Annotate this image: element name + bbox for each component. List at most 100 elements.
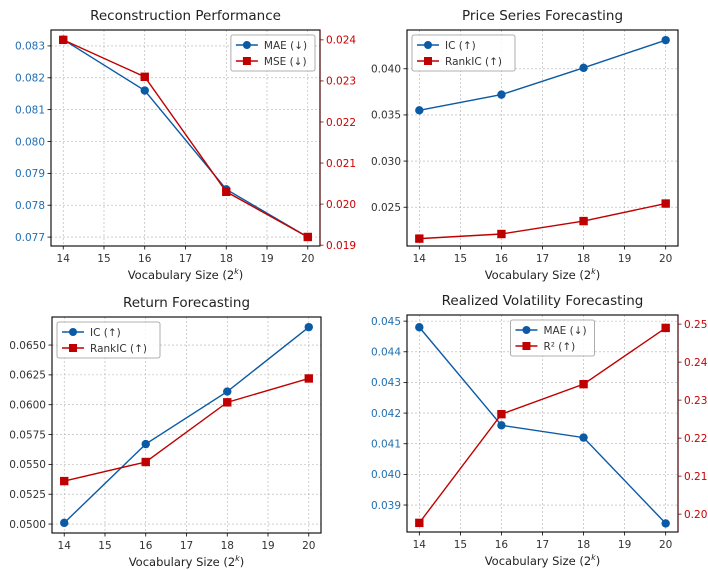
- legend: MAE (↓) R² (↑): [510, 319, 595, 357]
- y-tick-label-left: 0.045: [371, 316, 401, 328]
- series-mse: [59, 35, 312, 242]
- legend-square-marker-icon: [69, 344, 77, 352]
- data-point: [60, 476, 69, 486]
- x-tick-label: 14: [57, 253, 71, 265]
- legend-square-marker-icon: [522, 342, 531, 350]
- legend-label: IC (↑): [445, 40, 476, 52]
- x-tick-label: 16: [138, 253, 152, 265]
- data-point: [141, 457, 150, 467]
- legend-label: IC (↑): [90, 327, 121, 339]
- y-tick-label-left: 0.082: [15, 73, 45, 85]
- data-point: [141, 439, 150, 449]
- chart-panel-2: Price Series Forecasting 14 15 16 17 18 19 20 Vo…: [371, 8, 679, 282]
- legend-circle-marker-icon: [424, 41, 432, 49]
- data-point: [579, 379, 588, 389]
- y-tick-label-right: 0.021: [326, 158, 356, 170]
- x-tick-label: 16: [495, 253, 509, 265]
- chart-panel-4: Realized Volatility Forecasting 14 15 16 17 1…: [371, 293, 708, 568]
- x-tick-label: 15: [454, 539, 467, 551]
- data-point: [304, 322, 313, 332]
- chart-title: Reconstruction Performance: [90, 8, 281, 24]
- legend-box: [411, 34, 516, 72]
- data-point: [415, 323, 424, 332]
- series-r: [415, 323, 670, 528]
- x-tick-label: 19: [260, 253, 273, 265]
- series-line: [62, 39, 309, 238]
- legend: MAE (↓) MSE (↓): [230, 34, 316, 72]
- x-tick-label: 14: [413, 539, 427, 551]
- y-tick-label-right: 0.019: [326, 240, 356, 252]
- x-axis-label: Vocabulary Size (2k): [485, 267, 601, 282]
- y-tick-label-left: 0.0575: [9, 429, 46, 441]
- series-line: [419, 39, 666, 111]
- series-line: [64, 377, 309, 482]
- legend: IC (↑) RankIC (↑): [56, 321, 161, 359]
- legend-label: RankIC (↑): [445, 56, 502, 68]
- x-tick-label: 15: [98, 540, 111, 552]
- data-point: [222, 187, 231, 196]
- legend-label: MAE (↓): [543, 325, 586, 337]
- x-tick-label: 16: [139, 540, 153, 552]
- data-point: [223, 387, 232, 396]
- series-mae: [415, 323, 670, 528]
- x-tick-label: 16: [495, 539, 509, 551]
- y-tick-label-left: 0.044: [371, 347, 401, 359]
- x-tick-label: 18: [577, 253, 590, 265]
- y-tick-label-left: 0.0600: [9, 400, 46, 412]
- y-tick-label-left: 0.083: [15, 41, 45, 53]
- data-point: [497, 421, 506, 430]
- series-line: [63, 326, 310, 524]
- y-tick-label-right: 0.21: [684, 471, 707, 483]
- y-tick-label-right: 0.20: [684, 509, 707, 521]
- x-tick-label: 14: [413, 253, 427, 265]
- chart-panel-1: Reconstruction Performance 14 15 16 17 18 19 20…: [15, 8, 356, 282]
- legend-label: MSE (↓): [264, 56, 307, 68]
- x-tick-label: 15: [454, 253, 467, 265]
- data-point: [303, 232, 312, 242]
- y-tick-label-left: 0.0550: [9, 459, 46, 471]
- y-tick-label-right: 0.23: [684, 395, 707, 407]
- legend-square-marker-icon: [424, 57, 432, 65]
- series-ic: [415, 35, 670, 115]
- data-point: [59, 35, 68, 45]
- x-axis-label: Vocabulary Size (2k): [485, 553, 601, 568]
- data-point: [661, 323, 670, 333]
- data-point: [579, 63, 588, 73]
- data-point: [60, 518, 69, 528]
- y-tick-label-left: 0.040: [371, 469, 401, 481]
- x-tick-label: 17: [536, 539, 549, 551]
- x-tick-label: 18: [220, 253, 233, 265]
- x-tick-label: 18: [577, 539, 590, 551]
- legend: IC (↑) RankIC (↑): [411, 34, 516, 72]
- y-tick-label-right: 0.023: [326, 76, 356, 88]
- legend-box: [230, 34, 316, 72]
- y-tick-label-left: 0.0500: [9, 519, 46, 531]
- y-tick-label-left: 0.078: [15, 200, 45, 212]
- legend-square-marker-icon: [242, 57, 251, 65]
- y-tick-label-right: 0.024: [326, 35, 356, 47]
- x-axis-label: Vocabulary Size (2k): [129, 554, 245, 569]
- y-tick-label-right: 0.22: [684, 433, 707, 445]
- data-point: [661, 35, 670, 45]
- x-tick-label: 19: [618, 253, 631, 265]
- x-tick-label: 14: [58, 540, 72, 552]
- series-line: [418, 327, 667, 524]
- data-point: [140, 86, 149, 95]
- data-point: [497, 229, 506, 239]
- chart-title: Return Forecasting: [123, 295, 250, 311]
- x-tick-label: 17: [180, 540, 193, 552]
- x-tick-label: 18: [221, 540, 234, 552]
- y-tick-label-left: 0.043: [371, 377, 401, 389]
- legend-box: [510, 319, 595, 357]
- series-rankic: [415, 199, 670, 243]
- legend-circle-marker-icon: [69, 328, 77, 336]
- x-tick-label: 20: [659, 253, 672, 265]
- legend-label: RankIC (↑): [90, 343, 147, 355]
- y-tick-label-left: 0.077: [15, 232, 45, 244]
- y-tick-label-left: 0.035: [371, 110, 401, 122]
- y-tick-label-right: 0.020: [326, 199, 356, 211]
- y-tick-label-left: 0.025: [371, 202, 401, 214]
- legend-circle-marker-icon: [522, 326, 531, 334]
- data-point: [497, 90, 506, 99]
- data-point: [497, 409, 506, 419]
